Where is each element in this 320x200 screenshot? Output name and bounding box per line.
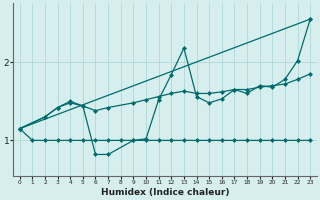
- X-axis label: Humidex (Indice chaleur): Humidex (Indice chaleur): [101, 188, 229, 197]
